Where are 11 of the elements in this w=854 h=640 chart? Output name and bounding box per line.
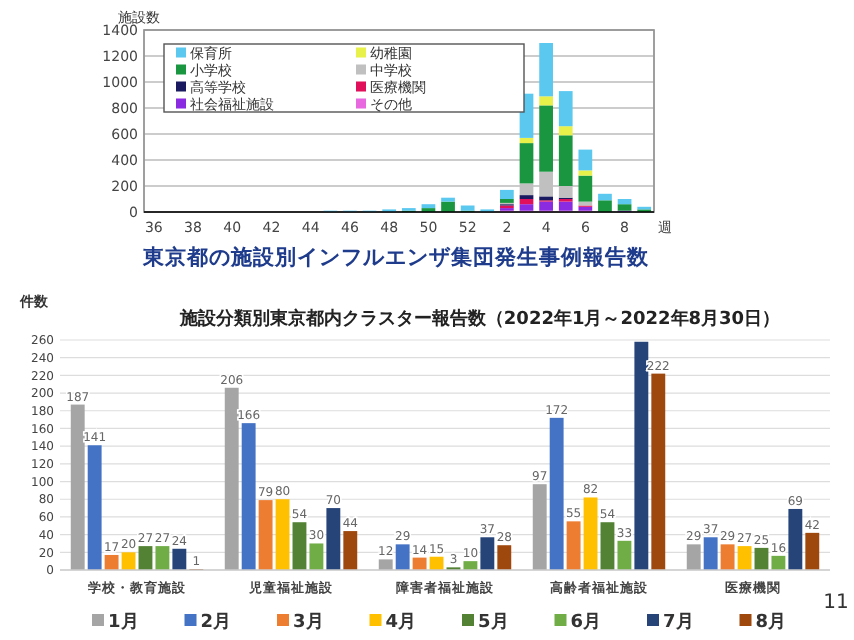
legend-label: 2月 [200, 610, 232, 633]
legend-label: 8月 [755, 610, 787, 633]
text: 11 [823, 592, 849, 614]
text: 東京都の施設別インフルエンザ集団発生事例報告数 [141, 244, 651, 270]
chart-title: 施設分類別東京都内クラスター報告数（2022年1月～2022年8月30日） [177, 308, 781, 330]
legend-label: 1月 [108, 610, 139, 633]
legend-label: 3月 [293, 610, 324, 633]
legend-label: 4月 [385, 610, 417, 633]
legend-label: 6月 [570, 610, 602, 633]
legend-label: 5月 [478, 610, 509, 633]
legend-label: 7月 [663, 610, 694, 633]
